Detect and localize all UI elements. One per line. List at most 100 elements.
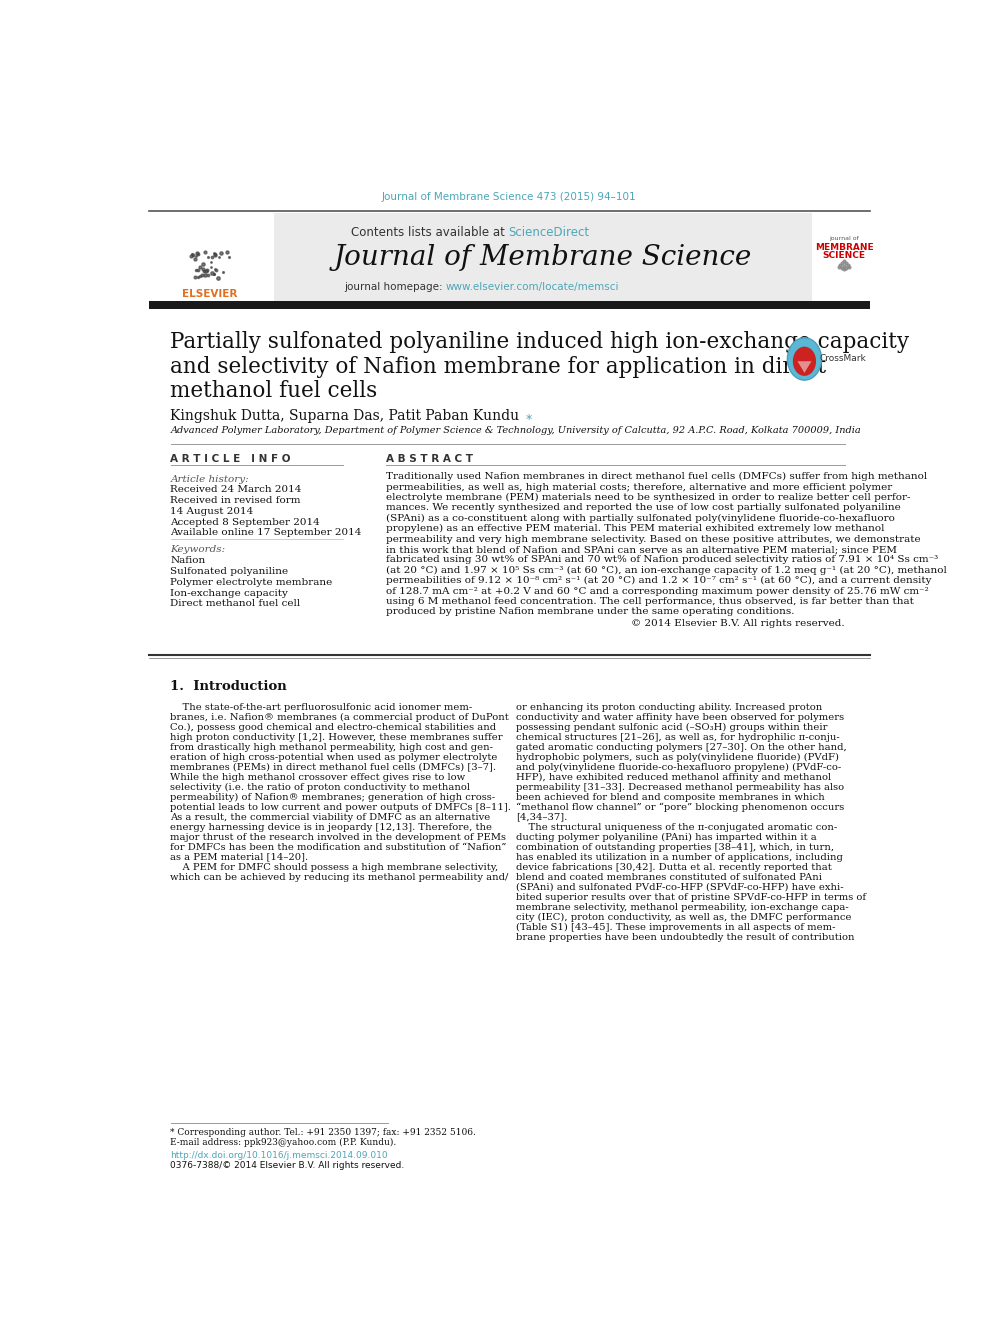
Text: city (IEC), proton conductivity, as well as, the DMFC performance: city (IEC), proton conductivity, as well… [516,913,852,922]
Ellipse shape [793,347,816,376]
Text: E-mail address: ppk923@yahoo.com (P.P. Kundu).: E-mail address: ppk923@yahoo.com (P.P. K… [171,1138,397,1147]
Text: Co.), possess good chemical and electro-chemical stabilities and: Co.), possess good chemical and electro-… [171,722,497,732]
Text: has enabled its utilization in a number of applications, including: has enabled its utilization in a number … [516,852,843,861]
Text: electrolyte membrane (PEM) materials need to be synthesized in order to realize : electrolyte membrane (PEM) materials nee… [386,493,911,503]
Text: which can be achieved by reducing its methanol permeability and/: which can be achieved by reducing its me… [171,873,509,881]
Text: Direct methanol fuel cell: Direct methanol fuel cell [171,599,301,609]
Text: Accepted 8 September 2014: Accepted 8 September 2014 [171,517,320,527]
Text: A PEM for DMFC should possess a high membrane selectivity,: A PEM for DMFC should possess a high mem… [171,863,499,872]
Text: Journal of Membrane Science: Journal of Membrane Science [333,243,752,271]
Text: (Table S1) [43–45]. These improvements in all aspects of mem-: (Table S1) [43–45]. These improvements i… [516,922,835,931]
Text: chemical structures [21–26], as well as, for hydrophilic π-conju-: chemical structures [21–26], as well as,… [516,733,840,741]
Text: and poly(vinylidene fluoride-co-hexafluoro propylene) (PVdF-co-: and poly(vinylidene fluoride-co-hexafluo… [516,762,841,771]
Text: high proton conductivity [1,2]. However, these membranes suffer: high proton conductivity [1,2]. However,… [171,733,503,741]
Text: While the high methanol crossover effect gives rise to low: While the high methanol crossover effect… [171,773,465,782]
Text: or enhancing its proton conducting ability. Increased proton: or enhancing its proton conducting abili… [516,703,822,712]
Text: CrossMark: CrossMark [820,355,867,364]
Text: * Corresponding author. Tel.: +91 2350 1397; fax: +91 2352 5106.: * Corresponding author. Tel.: +91 2350 1… [171,1127,476,1136]
Text: 0376-7388/© 2014 Elsevier B.V. All rights reserved.: 0376-7388/© 2014 Elsevier B.V. All right… [171,1162,405,1171]
Text: ducting polymer polyaniline (PAni) has imparted within it a: ducting polymer polyaniline (PAni) has i… [516,832,816,841]
Bar [149,302,870,308]
Text: methanol fuel cells: methanol fuel cells [171,380,378,402]
Text: hydrophobic polymers, such as poly(vinylidene fluoride) (PVdF): hydrophobic polymers, such as poly(vinyl… [516,753,839,762]
Text: Journal of Membrane Science 473 (2015) 94–101: Journal of Membrane Science 473 (2015) 9… [381,192,636,202]
Text: membranes (PEMs) in direct methanol fuel cells (DMFCs) [3–7].: membranes (PEMs) in direct methanol fuel… [171,762,497,771]
Text: journal homepage:: journal homepage: [344,282,445,292]
Text: eration of high cross-potential when used as polymer electrolyte: eration of high cross-potential when use… [171,753,498,762]
Text: As a result, the commercial viability of DMFC as an alternative: As a result, the commercial viability of… [171,812,491,822]
Text: selectivity (i.e. the ratio of proton conductivity to methanol: selectivity (i.e. the ratio of proton co… [171,782,470,791]
Text: blend and coated membranes constituted of sulfonated PAni: blend and coated membranes constituted o… [516,873,822,881]
Text: ELSEVIER: ELSEVIER [183,288,238,299]
Text: been achieved for blend and composite membranes in which: been achieved for blend and composite me… [516,792,825,802]
Text: permeabilities of 9.12 × 10⁻⁸ cm² s⁻¹ (at 20 °C) and 1.2 × 10⁻⁷ cm² s⁻¹ (at 60 °: permeabilities of 9.12 × 10⁻⁸ cm² s⁻¹ (a… [386,576,931,585]
Text: 1.  Introduction: 1. Introduction [171,680,288,693]
Text: journal of: journal of [829,235,859,241]
Text: Partially sulfonated polyaniline induced high ion-exchange capacity: Partially sulfonated polyaniline induced… [171,331,910,353]
Text: major thrust of the research involved in the development of PEMs: major thrust of the research involved in… [171,832,507,841]
Text: in this work that blend of Nafion and SPAni can serve as an alternative PEM mate: in this work that blend of Nafion and SP… [386,545,897,554]
Text: propylene) as an effective PEM material. This PEM material exhibited extremely l: propylene) as an effective PEM material.… [386,524,885,533]
Text: brane properties have been undoubtedly the result of contribution: brane properties have been undoubtedly t… [516,933,855,942]
Text: Ion-exchange capacity: Ion-exchange capacity [171,589,289,598]
Text: and selectivity of Nafion membrane for application in direct: and selectivity of Nafion membrane for a… [171,356,826,377]
Text: permeability and very high membrane selectivity. Based on these positive attribu: permeability and very high membrane sele… [386,534,921,544]
Text: [4,34–37].: [4,34–37]. [516,812,567,822]
Text: (at 20 °C) and 1.97 × 10⁵ Ss cm⁻³ (at 60 °C), an ion-exchange capacity of 1.2 me: (at 20 °C) and 1.97 × 10⁵ Ss cm⁻³ (at 60… [386,566,946,576]
Text: using 6 M methanol feed concentration. The cell performance, thus observed, is f: using 6 M methanol feed concentration. T… [386,597,914,606]
Text: produced by pristine Nafion membrane under the same operating conditions.: produced by pristine Nafion membrane und… [386,607,795,617]
Bar [149,213,271,302]
Text: bited superior results over that of pristine SPVdF-co-HFP in terms of: bited superior results over that of pris… [516,893,866,902]
Text: Contents lists available at: Contents lists available at [351,226,509,239]
Text: HFP), have exhibited reduced methanol affinity and methanol: HFP), have exhibited reduced methanol af… [516,773,831,782]
Text: gated aromatic conducting polymers [27–30]. On the other hand,: gated aromatic conducting polymers [27–3… [516,742,847,751]
Text: A R T I C L E   I N F O: A R T I C L E I N F O [171,454,291,464]
Text: SCIENCE: SCIENCE [822,251,865,261]
Text: permeabilities, as well as, high material costs; therefore, alternative and more: permeabilities, as well as, high materia… [386,483,892,492]
Bar [274,213,812,302]
Text: “methanol flow channel” or “pore” blocking phenomenon occurs: “methanol flow channel” or “pore” blocki… [516,803,844,812]
Text: Sulfonated polyaniline: Sulfonated polyaniline [171,568,289,576]
Text: for DMFCs has been the modification and substitution of “Nafion”: for DMFCs has been the modification and … [171,843,507,852]
Text: membrane selectivity, methanol permeability, ion-exchange capa-: membrane selectivity, methanol permeabil… [516,902,849,912]
Text: conductivity and water affinity have been observed for polymers: conductivity and water affinity have bee… [516,713,844,721]
Text: as a PEM material [14–20].: as a PEM material [14–20]. [171,852,309,861]
Text: ScienceDirect: ScienceDirect [509,226,589,239]
Text: Advanced Polymer Laboratory, Department of Polymer Science & Technology, Univers: Advanced Polymer Laboratory, Department … [171,426,861,435]
Text: of 128.7 mA cm⁻² at +0.2 V and 60 °C and a corresponding maximum power density o: of 128.7 mA cm⁻² at +0.2 V and 60 °C and… [386,586,929,595]
Text: branes, i.e. Nafion® membranes (a commercial product of DuPont: branes, i.e. Nafion® membranes (a commer… [171,713,509,721]
Text: Received 24 March 2014: Received 24 March 2014 [171,486,302,495]
Text: (SPAni) and sulfonated PVdF-co-HFP (SPVdF-co-HFP) have exhi-: (SPAni) and sulfonated PVdF-co-HFP (SPVd… [516,882,844,892]
Text: permeability) of Nafion® membranes; generation of high cross-: permeability) of Nafion® membranes; gene… [171,792,496,802]
Text: Traditionally used Nafion membranes in direct methanol fuel cells (DMFCs) suffer: Traditionally used Nafion membranes in d… [386,472,928,482]
Text: energy harnessing device is in jeopardy [12,13]. Therefore, the: energy harnessing device is in jeopardy … [171,823,492,832]
Text: combination of outstanding properties [38–41], which, in turn,: combination of outstanding properties [3… [516,843,834,852]
Text: fabricated using 30 wt% of SPAni and 70 wt% of Nafion produced selectivity ratio: fabricated using 30 wt% of SPAni and 70 … [386,556,938,565]
Bar [817,213,870,302]
Text: possessing pendant sulfonic acid (–SO₃H) groups within their: possessing pendant sulfonic acid (–SO₃H)… [516,722,827,732]
Text: Nafion: Nafion [171,556,205,565]
Text: device fabrications [30,42]. Dutta et al. recently reported that: device fabrications [30,42]. Dutta et al… [516,863,832,872]
Text: *: * [526,413,532,426]
Text: Polymer electrolyte membrane: Polymer electrolyte membrane [171,578,332,587]
Text: permeability [31–33]. Decreased methanol permeability has also: permeability [31–33]. Decreased methanol… [516,783,844,791]
Text: Article history:: Article history: [171,475,249,484]
Text: Available online 17 September 2014: Available online 17 September 2014 [171,528,362,537]
Text: The state-of-the-art perfluorosulfonic acid ionomer mem-: The state-of-the-art perfluorosulfonic a… [171,703,473,712]
Text: The structural uniqueness of the π-conjugated aromatic con-: The structural uniqueness of the π-conju… [516,823,837,832]
Text: Received in revised form: Received in revised form [171,496,301,505]
Text: http://dx.doi.org/10.1016/j.memsci.2014.09.010: http://dx.doi.org/10.1016/j.memsci.2014.… [171,1151,388,1160]
Text: 14 August 2014: 14 August 2014 [171,507,254,516]
Text: © 2014 Elsevier B.V. All rights reserved.: © 2014 Elsevier B.V. All rights reserved… [631,619,845,628]
Ellipse shape [788,337,821,380]
Text: A B S T R A C T: A B S T R A C T [386,454,473,464]
Text: www.elsevier.com/locate/memsci: www.elsevier.com/locate/memsci [445,282,619,292]
Text: (SPAni) as a co-constituent along with partially sulfonated poly(vinylidene fluo: (SPAni) as a co-constituent along with p… [386,513,895,523]
Text: Kingshuk Dutta, Suparna Das, Patit Paban Kundu: Kingshuk Dutta, Suparna Das, Patit Paban… [171,409,520,423]
Text: MEMBRANE: MEMBRANE [814,243,873,251]
Text: Keywords:: Keywords: [171,545,225,554]
Polygon shape [798,361,811,373]
Text: from drastically high methanol permeability, high cost and gen-: from drastically high methanol permeabil… [171,742,493,751]
Text: mances. We recently synthesized and reported the use of low cost partially sulfo: mances. We recently synthesized and repo… [386,504,901,512]
Text: potential leads to low current and power outputs of DMFCs [8–11].: potential leads to low current and power… [171,803,511,811]
